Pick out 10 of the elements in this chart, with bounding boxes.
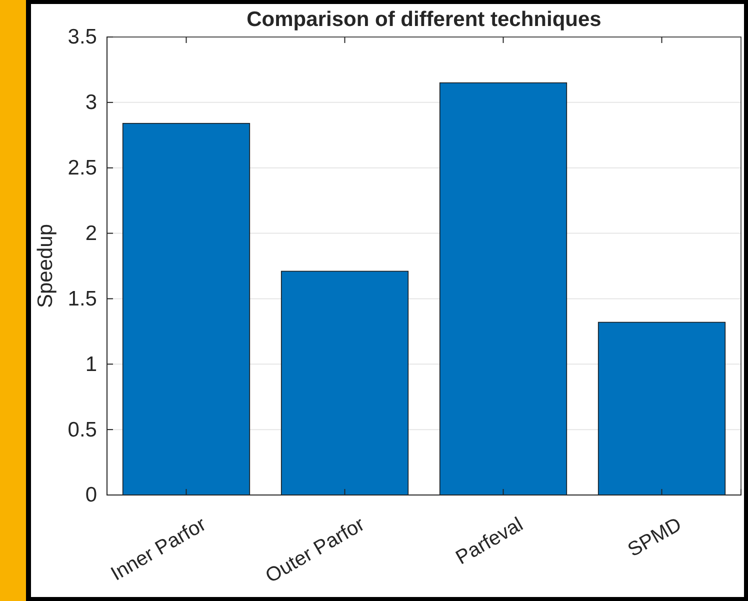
y-tick-label: 0.5 [68,418,97,442]
y-tick-label: 1 [85,352,97,376]
chart-title: Comparison of different techniques [246,8,602,31]
y-axis-title: Speedup [34,224,57,308]
y-tick-label: 2 [85,222,97,246]
y-tick-label: 1.5 [68,287,97,310]
y-tick-label: 2.5 [68,156,97,180]
y-tick-label: 3 [85,91,97,114]
y-tick-label: 3.5 [68,26,97,49]
y-tick-label: 0 [85,484,97,507]
